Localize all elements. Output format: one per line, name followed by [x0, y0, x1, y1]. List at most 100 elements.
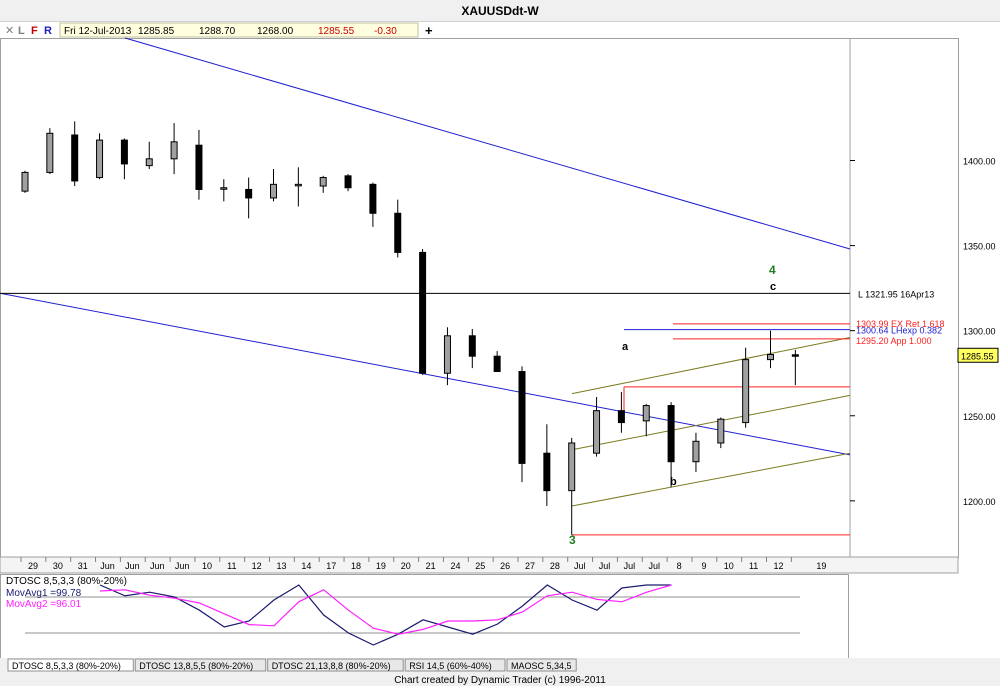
x-tick-label: Jun — [125, 561, 140, 571]
x-tick-label: 12 — [252, 561, 262, 571]
toolbar-button-L[interactable]: L — [18, 25, 25, 37]
candle-body — [493, 355, 501, 373]
candle — [568, 437, 576, 535]
footer-credit: Chart created by Dynamic Trader (c) 1996… — [394, 675, 606, 686]
fib-level-label: 1303.99 EX Ret 1.618 — [856, 319, 945, 329]
candle-body — [220, 187, 228, 190]
x-tick-label: 30 — [53, 561, 63, 571]
tab-4[interactable] — [506, 658, 577, 672]
x-tick-label: 31 — [78, 561, 88, 571]
wave-channel-line — [571, 336, 851, 395]
tab-0[interactable] — [7, 658, 134, 672]
x-tick-label: 28 — [550, 561, 560, 571]
y-tick-label: 1350.00 — [963, 242, 996, 252]
candle — [71, 121, 79, 187]
candle — [319, 175, 327, 193]
x-tick-label: 27 — [525, 561, 535, 571]
lower-channel-line — [0, 292, 851, 456]
candle — [120, 138, 128, 180]
x-tick-label: 21 — [426, 561, 436, 571]
candle-body — [617, 410, 625, 424]
price-axis: 1200.00 1250.00 1300.00 1350.00 1400.00 — [850, 157, 996, 507]
toolbar-button-F[interactable]: F — [31, 25, 38, 37]
candle-body — [568, 442, 576, 492]
bar-high: 1288.70 — [199, 26, 236, 37]
candle — [518, 366, 526, 483]
candle-body — [245, 188, 253, 199]
toolbar-button-R[interactable]: R — [44, 25, 52, 37]
current-price-label: 1285.55 — [961, 351, 994, 361]
candle-body — [319, 177, 327, 187]
candle-body — [742, 359, 750, 424]
x-tick-label: 9 — [701, 561, 706, 571]
candle — [791, 349, 799, 386]
tab-label: RSI 14,5 (60%-40%) — [409, 661, 492, 671]
candle-body — [443, 335, 451, 374]
bar-low: 1268.00 — [257, 26, 294, 37]
tab-1[interactable] — [134, 658, 267, 672]
candle-body — [96, 139, 104, 179]
tab-label: DTOSC 8,5,3,3 (80%-20%) — [12, 661, 121, 671]
candle — [742, 347, 750, 428]
oscillator-pane — [0, 574, 849, 659]
candle — [344, 174, 352, 192]
toolbar: ✕ L F R Fri 12-Jul-2013 1285.85 1288.70 1268.00… — [0, 22, 1000, 38]
candle — [145, 141, 153, 170]
x-tick-label: Jul — [624, 561, 636, 571]
candle-body — [145, 158, 153, 167]
candle-body — [717, 418, 725, 444]
ohlc-readout-box — [59, 22, 419, 38]
y-tick-label: 1200.00 — [963, 497, 996, 507]
x-tick-label: Jul — [599, 561, 611, 571]
bar-open: 1285.85 — [138, 26, 175, 37]
candle — [220, 179, 228, 202]
candle — [468, 328, 476, 369]
candle — [493, 351, 501, 373]
x-tick-label: 17 — [326, 561, 336, 571]
x-tick-label: 26 — [500, 561, 510, 571]
candle-body — [294, 183, 302, 187]
price-pane-frame — [0, 38, 959, 558]
bar-close: 1285.55 — [318, 26, 355, 37]
candle-body — [46, 132, 54, 173]
wave-label-b: b — [670, 476, 677, 488]
tab-3[interactable] — [404, 658, 506, 672]
wave-label-3: 3 — [569, 533, 576, 547]
candle — [394, 199, 402, 258]
candle — [195, 129, 203, 200]
candle — [543, 424, 551, 506]
candle — [170, 123, 178, 175]
candle-body — [692, 440, 700, 463]
y-tick-label: 1400.00 — [963, 157, 996, 167]
x-tick-label: 19 — [816, 561, 826, 571]
osc-movavg1-readout: MovAvg1 =99.78 — [6, 588, 82, 599]
x-tick-label: Jul — [574, 561, 586, 571]
x-tick-label: 19 — [376, 561, 386, 571]
candle — [692, 432, 700, 472]
candle — [245, 177, 253, 219]
candle — [642, 403, 650, 437]
candle-body — [667, 405, 675, 463]
candle-body — [170, 141, 178, 160]
tab-label: DTOSC 13,8,5,5 (80%-20%) — [139, 661, 253, 671]
candle-body — [120, 139, 128, 165]
wave-channel-line — [571, 394, 851, 451]
bar-date: Fri 12-Jul-2013 — [64, 26, 132, 37]
x-tick-label: 12 — [773, 561, 783, 571]
x-tick-label: 18 — [351, 561, 361, 571]
add-study-button[interactable]: + — [425, 23, 433, 38]
candle-body — [543, 452, 551, 492]
time-axis — [0, 556, 959, 574]
toolbar-button-close[interactable]: ✕ — [5, 25, 14, 37]
x-tick-label: 8 — [677, 561, 682, 571]
x-tick-label: 10 — [724, 561, 734, 571]
candle-body — [270, 183, 277, 199]
candle — [46, 128, 54, 175]
wave-channel-line — [571, 452, 851, 507]
tab-2[interactable] — [267, 658, 404, 672]
x-tick-label: 20 — [401, 561, 411, 571]
candle-body — [791, 354, 799, 357]
candle-body — [71, 134, 79, 182]
